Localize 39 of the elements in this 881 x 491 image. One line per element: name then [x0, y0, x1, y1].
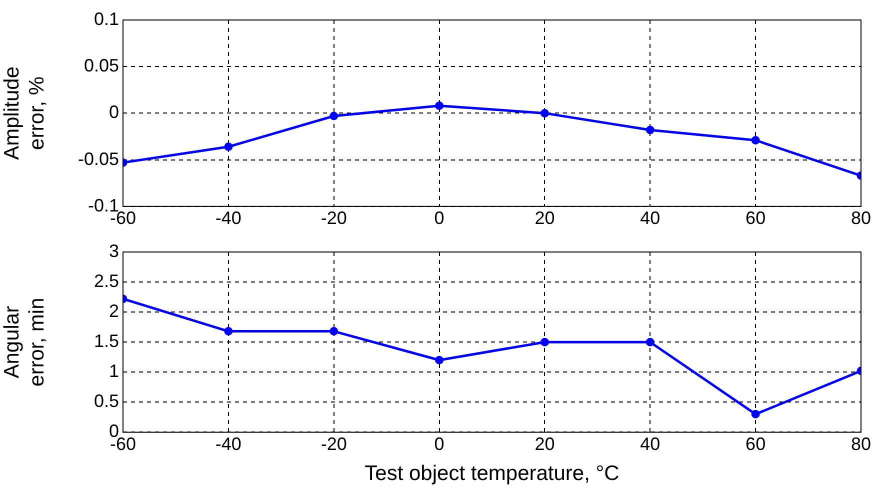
- point: [646, 126, 654, 134]
- x-tick-label: 80: [850, 434, 872, 454]
- x-tick-label: 20: [534, 434, 555, 454]
- x-tick-label: 40: [640, 208, 660, 228]
- y-tick-label: 3: [108, 240, 119, 261]
- y-tick-label: 0: [108, 102, 119, 122]
- point: [540, 338, 549, 346]
- point: [224, 142, 233, 151]
- point: [224, 327, 233, 336]
- point: [751, 410, 760, 418]
- x-tick-label: 60: [746, 434, 766, 454]
- x-tick-label: -20: [320, 208, 347, 228]
- y-tick-label: 1.5: [94, 331, 119, 352]
- x-tick-label: 60: [746, 208, 766, 228]
- y-tick-label: 2.5: [94, 271, 119, 291]
- y-tick-label: 0.5: [94, 391, 119, 412]
- point: [540, 108, 549, 118]
- x-tick-label: -40: [215, 208, 242, 228]
- x-tick-label: -40: [215, 434, 242, 454]
- point: [435, 101, 444, 110]
- x-axis-title: Test object temperature, °C: [364, 462, 620, 486]
- x-tick-label: 40: [640, 434, 660, 454]
- point: [330, 112, 338, 120]
- y-tick-label: 0.1: [94, 8, 119, 29]
- x-tick-label: 20: [534, 208, 555, 228]
- x-tick-label: 0: [434, 434, 444, 454]
- point: [646, 338, 654, 346]
- point: [330, 327, 338, 336]
- point: [435, 356, 444, 364]
- y-tick-label: 2: [108, 301, 119, 322]
- y-axis-title: Amplitude error, %: [0, 66, 49, 160]
- point: [751, 136, 760, 144]
- x-tick-label: 0: [434, 208, 444, 228]
- x-tick-label: -20: [320, 434, 347, 454]
- x-tick-label: 80: [850, 208, 872, 228]
- y-tick-label: -0.05: [78, 148, 119, 169]
- y-axis-title: Angular error, min: [0, 298, 49, 386]
- y-tick-label: 1: [108, 361, 119, 382]
- y-tick-label: 0.05: [84, 56, 119, 76]
